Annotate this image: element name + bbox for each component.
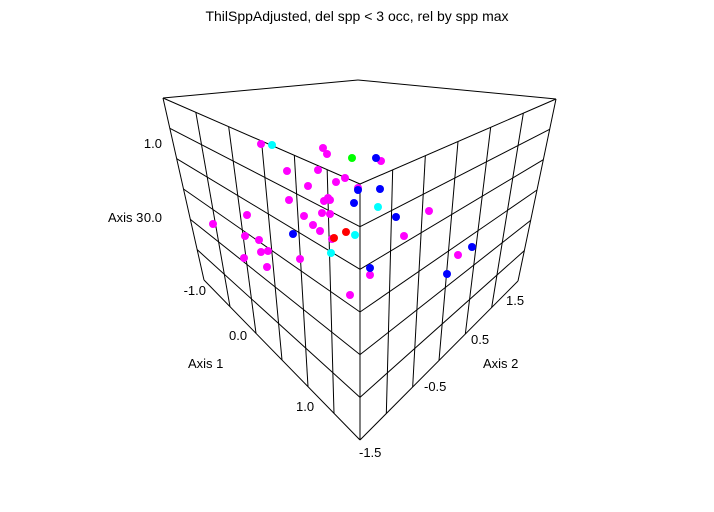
scatter-point-magenta [366, 271, 374, 279]
grid-line-right-horizontal [359, 280, 519, 441]
scatter-point-magenta [454, 251, 462, 259]
axis-2-tick-label: -1.5 [359, 445, 381, 460]
scatter-point-red [330, 234, 338, 242]
scatter-point-magenta [300, 212, 308, 220]
scatter-point-blue [289, 230, 297, 238]
grid-line-left-horizontal [203, 279, 361, 441]
axis-1-tick-label: 0.0 [229, 328, 247, 343]
scatter-point-magenta [264, 247, 272, 255]
scatter-point-blue [376, 185, 384, 193]
grid-line-top-back [162, 79, 359, 99]
scatter-point-cyan [374, 203, 382, 211]
data-points [209, 140, 476, 299]
scatter-point-magenta [285, 196, 293, 204]
scatter-point-magenta [323, 150, 331, 158]
scatter-point-magenta [304, 182, 312, 190]
axis-3-tick-label: 0.0 [144, 210, 162, 225]
grid-line-left-vertical [293, 155, 309, 387]
scatter-point-blue [350, 199, 358, 207]
grid-line-right-vertical [464, 127, 492, 335]
scatter-point-magenta [309, 221, 317, 229]
chart-title: ThilSppAdjusted, del spp < 3 occ, rel by… [205, 8, 509, 24]
scatter-point-blue [366, 264, 374, 272]
scatter-point-magenta [296, 255, 304, 263]
grid-line-left-vertical [326, 169, 335, 414]
tick-labels: -1.0 0.0 1.0 0.0 1.0 -1.5 -0.5 0.5 1.5 [144, 136, 524, 460]
scatter-point-blue [392, 213, 400, 221]
axis-3-tick-label: -1.0 [184, 283, 206, 298]
scatter-point-blue [372, 154, 380, 162]
scatter-point-magenta [319, 144, 327, 152]
axis-3-label: Axis 3 [108, 210, 143, 225]
scatter-point-blue [354, 186, 362, 194]
scatter-point-magenta [318, 209, 326, 217]
scatter-point-red [342, 228, 350, 236]
axis-1-tick-label: 1.0 [296, 399, 314, 414]
scatter-point-magenta [341, 174, 349, 182]
axis-2-tick-label: 0.5 [471, 332, 489, 347]
scatter-point-cyan [351, 231, 359, 239]
scatter-point-cyan [327, 249, 335, 257]
scatter-point-magenta [425, 207, 433, 215]
grid-box [162, 79, 557, 441]
grid-line-right-horizontal [359, 250, 525, 398]
grid-line-left-horizontal [196, 249, 361, 398]
scatter-point-magenta [240, 254, 248, 262]
grid-line-right-vertical [517, 98, 557, 282]
scatter-point-magenta [320, 197, 328, 205]
axis-2-tick-label: 1.5 [506, 293, 524, 308]
scatter-point-magenta [263, 263, 271, 271]
scatter-point-green [348, 154, 356, 162]
scatter-point-magenta [243, 211, 251, 219]
axis-3-tick-label: 1.0 [144, 136, 162, 151]
scatter-point-cyan [268, 141, 276, 149]
axis-2-label: Axis 2 [483, 356, 518, 371]
scatter-point-magenta [257, 248, 265, 256]
scatter-point-magenta [241, 232, 249, 240]
scatter-point-magenta [316, 227, 324, 235]
scatter-point-magenta [283, 167, 291, 175]
scatter-point-blue [443, 270, 451, 278]
axis-2-tick-label: -0.5 [424, 379, 446, 394]
scatter-point-magenta [332, 178, 340, 186]
axis-1-label: Axis 1 [188, 356, 223, 371]
grid-line-top-back [357, 79, 557, 100]
scatter-point-magenta [326, 196, 334, 204]
scatter-point-magenta [257, 140, 265, 148]
scatter-point-blue [468, 243, 476, 251]
scatter-point-magenta [314, 166, 322, 174]
grid-line-right-horizontal [359, 219, 531, 356]
scatter-point-magenta [209, 220, 217, 228]
scatter-point-magenta [326, 210, 334, 218]
scatter-point-magenta [255, 236, 263, 244]
scatter-point-magenta [346, 291, 354, 299]
scatter-point-magenta [400, 232, 408, 240]
